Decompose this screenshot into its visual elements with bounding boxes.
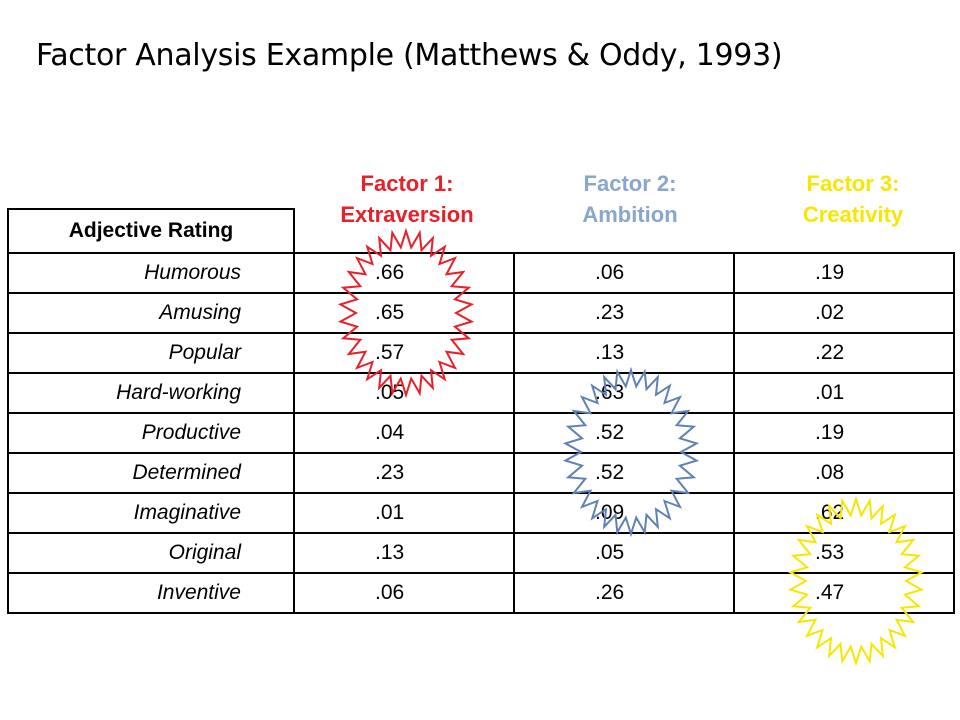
adjective-cell: Hard-working [7, 372, 295, 414]
table-row: Hard-working .05.63.01 [7, 372, 955, 414]
factor-2-loading-cell: .09 [513, 492, 735, 534]
factor-2-loading-cell: .52 [513, 412, 735, 454]
factor-2-loading-cell: .26 [513, 572, 735, 614]
factor-1-loading-cell: .06 [293, 572, 515, 614]
factor-2-loading-cell: .52 [513, 452, 735, 494]
factor-1-loading-cell: .04 [293, 412, 515, 454]
adjective-cell: Original [7, 532, 295, 574]
factor-3-label: Factor 3: [806, 171, 900, 196]
factor-1-label: Factor 1: [360, 171, 454, 196]
factor-1-loading-cell: .23 [293, 452, 515, 494]
adjective-cell: Determined [7, 452, 295, 494]
factor-1-loading-cell: .66 [293, 252, 515, 294]
adjective-rating-header: Adjective Rating [7, 208, 295, 254]
factor-columns-header-spacer [293, 209, 954, 254]
adjective-cell: Humorous [7, 252, 295, 294]
factor-1-loading-cell: .57 [293, 332, 515, 374]
factor-3-loading-cell: .53 [733, 532, 955, 574]
factor-2-loading-cell: .13 [513, 332, 735, 374]
table-row: Imaginative .01.09.62 [7, 492, 955, 534]
adjective-cell: Inventive [7, 572, 295, 614]
factor-3-loading-cell: .22 [733, 332, 955, 374]
factor-1-loading-cell: .05 [293, 372, 515, 414]
factor-3-loading-cell: .19 [733, 252, 955, 294]
factor-3-loading-cell: .47 [733, 572, 955, 614]
adjective-cell: Productive [7, 412, 295, 454]
factor-1-loading-cell: .65 [293, 292, 515, 334]
factor-2-loading-cell: .23 [513, 292, 735, 334]
factor-3-loading-cell: .01 [733, 372, 955, 414]
table-row: Inventive .06.26.47 [7, 572, 955, 614]
factor-3-loading-cell: .02 [733, 292, 955, 334]
table-header-row: Adjective Rating [7, 208, 954, 254]
table-row: Humorous .66.06.19 [7, 252, 955, 294]
table-row: Popular .57.13.22 [7, 332, 955, 374]
factor-3-loading-cell: .08 [733, 452, 955, 494]
factor-3-loading-cell: .62 [733, 492, 955, 534]
factor-2-loading-cell: .63 [513, 372, 735, 414]
factor-1-loading-cell: .13 [293, 532, 515, 574]
factor-2-loading-cell: .06 [513, 252, 735, 294]
table-row: Productive .04.52.19 [7, 412, 955, 454]
factor-loadings-table: Adjective Rating Humorous .66.06.19 Amusin… [7, 208, 955, 614]
table-body: Humorous .66.06.19 Amusing .65.23.02 Popular… [7, 252, 955, 614]
factor-1-loading-cell: .01 [293, 492, 515, 534]
table-row: Original .13.05.53 [7, 532, 955, 574]
factor-2-loading-cell: .05 [513, 532, 735, 574]
table-row: Determined .23.52.08 [7, 452, 955, 494]
factor-2-label: Factor 2: [583, 171, 677, 196]
adjective-cell: Imaginative [7, 492, 295, 534]
adjective-cell: Popular [7, 332, 295, 374]
factor-3-loading-cell: .19 [733, 412, 955, 454]
adjective-cell: Amusing [7, 292, 295, 334]
table-row: Amusing .65.23.02 [7, 292, 955, 334]
slide-title: Factor Analysis Example (Matthews & Oddy… [36, 38, 783, 73]
